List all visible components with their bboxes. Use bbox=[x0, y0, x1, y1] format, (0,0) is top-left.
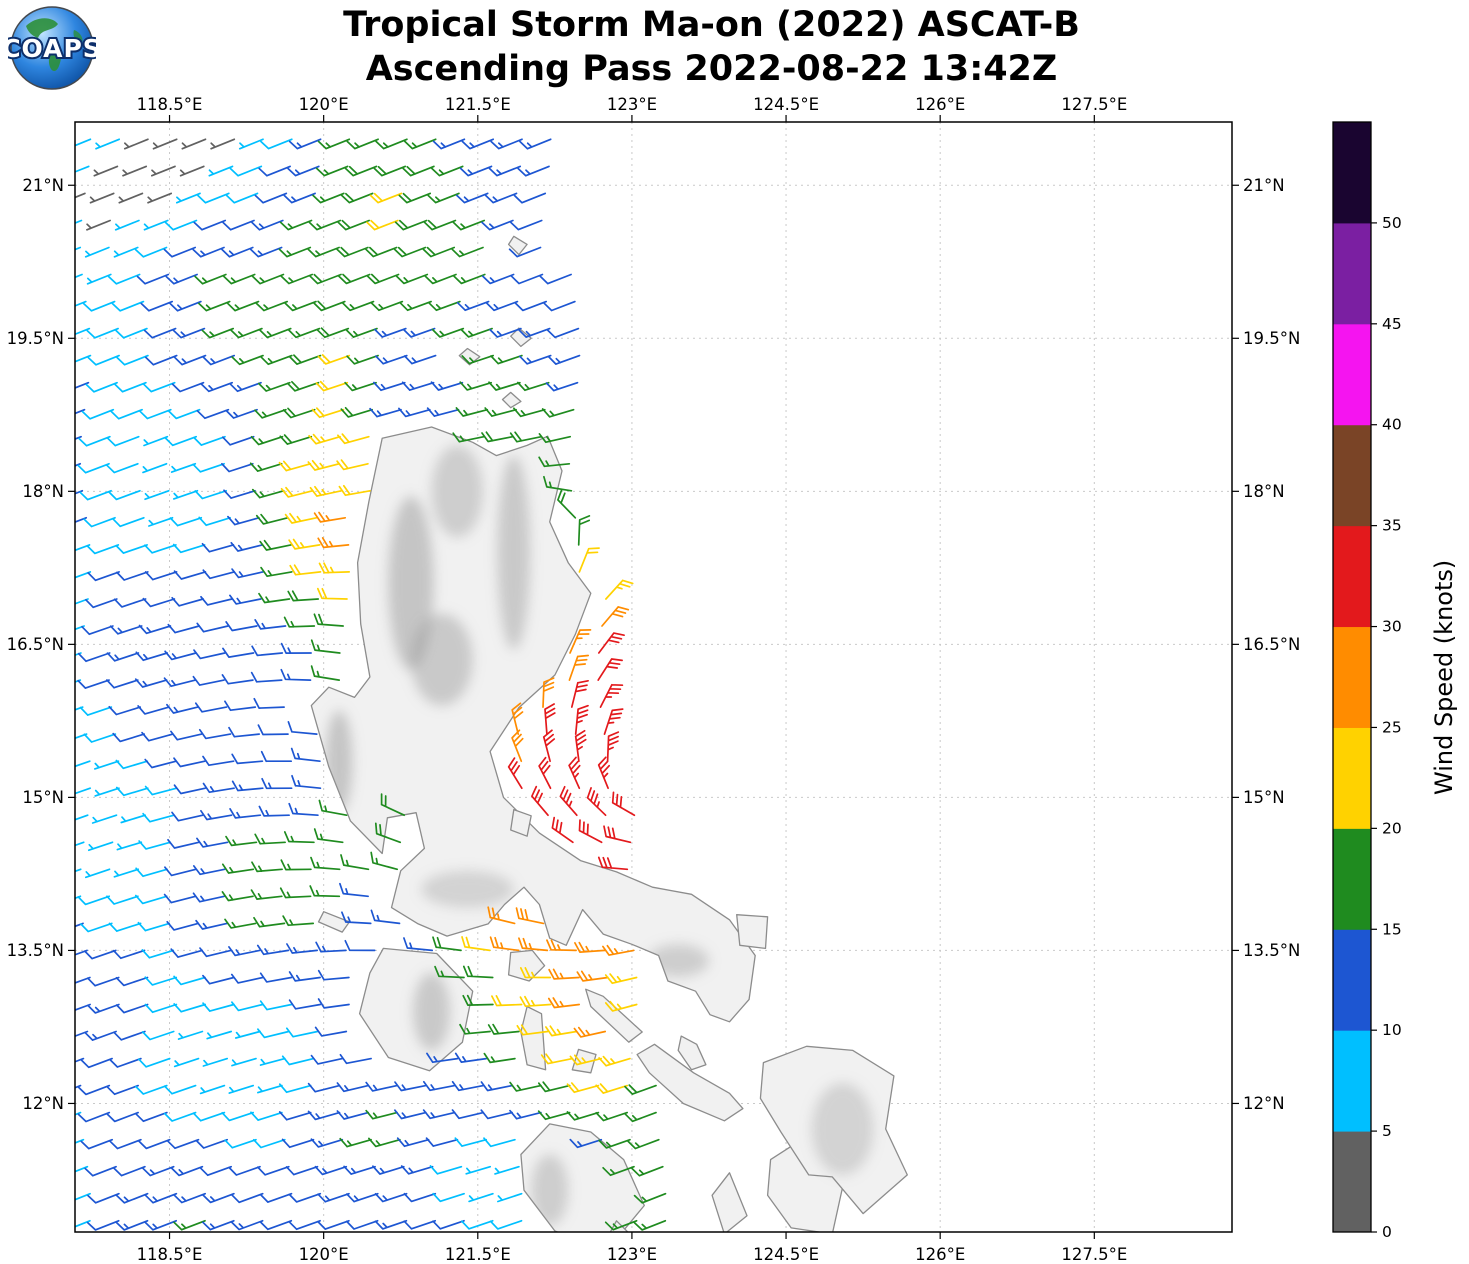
y-tick-label-left: 21°N bbox=[22, 176, 64, 195]
colorbar-tick-label: 10 bbox=[1382, 1021, 1402, 1039]
island-marinduque bbox=[507, 949, 546, 982]
x-tick-label-bottom: 121.5°E bbox=[445, 1245, 511, 1264]
x-tick-label-bottom: 124.5°E bbox=[753, 1245, 819, 1264]
island-babuyan bbox=[510, 327, 532, 348]
y-tick-label-left: 16.5°N bbox=[7, 635, 64, 654]
colorbar: 0 5 10 15 20 25 30 35 40 45 50 bbox=[1332, 121, 1402, 1241]
colorbar-tick-label: 5 bbox=[1382, 1122, 1392, 1140]
colorbar-band bbox=[1333, 1131, 1371, 1233]
y-tick-label-right: 18°N bbox=[1243, 482, 1285, 501]
y-tick-label-left: 12°N bbox=[22, 1094, 64, 1113]
x-tick-label-top: 120°E bbox=[299, 95, 349, 114]
y-tick-label-right: 13.5°N bbox=[1243, 941, 1300, 960]
y-tick-label-left: 18°N bbox=[22, 482, 64, 501]
colorbar-band bbox=[1333, 727, 1371, 829]
coaps-logo: COAPS bbox=[0, 4, 103, 92]
y-tick-label-left: 15°N bbox=[22, 788, 64, 807]
colorbar-band bbox=[1333, 626, 1371, 728]
colorbar-tick-label: 20 bbox=[1382, 819, 1402, 837]
island-catanduanes bbox=[736, 914, 769, 950]
colorbar-tick-label: 40 bbox=[1382, 416, 1402, 434]
colorbar-tick-label: 15 bbox=[1382, 920, 1402, 938]
island-calayan bbox=[458, 347, 481, 366]
island-masbate bbox=[636, 1043, 744, 1122]
colorbar-band bbox=[1333, 424, 1371, 527]
x-tick-label-top: 126°E bbox=[915, 95, 965, 114]
x-tick-label-top: 118.5°E bbox=[137, 95, 203, 114]
coaps-logo-text: COAPS bbox=[8, 34, 96, 63]
island-burias bbox=[585, 988, 643, 1043]
colorbar-frame bbox=[1332, 121, 1372, 1233]
chart-title: Tropical Storm Ma-on (2022) ASCAT-B bbox=[343, 5, 1080, 45]
colorbar-band bbox=[1333, 1030, 1371, 1132]
y-tick-label-right: 12°N bbox=[1243, 1094, 1285, 1113]
island-tablas bbox=[520, 1005, 547, 1071]
x-tick-label-bottom: 126°E bbox=[915, 1245, 965, 1264]
colorbar-band bbox=[1333, 929, 1371, 1031]
figure-header: Tropical Storm Ma-on (2022) ASCAT-B Asce… bbox=[0, 4, 1423, 92]
terrain-shading bbox=[325, 445, 874, 1226]
island-luzon bbox=[310, 426, 756, 1023]
colorbar-band bbox=[1333, 525, 1371, 628]
colorbar-band bbox=[1333, 222, 1371, 325]
colorbar-band bbox=[1333, 828, 1371, 930]
y-tick-label-right: 19.5°N bbox=[1243, 329, 1300, 348]
island-lubang bbox=[317, 911, 351, 933]
colorbar-label: Wind Speed (knots) bbox=[1430, 559, 1458, 795]
x-tick-label-top: 127.5°E bbox=[1061, 95, 1127, 114]
y-tick-label-left: 13.5°N bbox=[7, 941, 64, 960]
colorbar-tick-label: 30 bbox=[1382, 618, 1402, 636]
wind-barb-layer bbox=[75, 138, 667, 1231]
axis-labels: 118.5°E 118.5°E 120°E 120°E 121.5°E 121.5°E 12… bbox=[7, 95, 1301, 1264]
colorbar-tick-label: 0 bbox=[1382, 1223, 1392, 1241]
y-tick-label-right: 16.5°N bbox=[1243, 635, 1300, 654]
colorbar-tick-label: 50 bbox=[1382, 214, 1402, 232]
x-tick-label-bottom: 127.5°E bbox=[1061, 1245, 1127, 1264]
x-tick-label-top: 123°E bbox=[607, 95, 657, 114]
y-tick-label-left: 19.5°N bbox=[7, 329, 64, 348]
x-tick-label-top: 121.5°E bbox=[445, 95, 511, 114]
chart-subtitle: Ascending Pass 2022-08-22 13:42Z bbox=[365, 48, 1058, 89]
y-tick-label-right: 15°N bbox=[1243, 788, 1285, 807]
x-tick-label-bottom: 118.5°E bbox=[137, 1245, 203, 1264]
coaps-globe-icon: COAPS bbox=[0, 6, 103, 90]
colorbar-band bbox=[1333, 122, 1371, 224]
island-polillo bbox=[510, 808, 532, 837]
grid-layer bbox=[75, 122, 1232, 1232]
island-cebu-tip bbox=[711, 1172, 748, 1232]
island-batan bbox=[507, 235, 528, 256]
axes-frame bbox=[68, 115, 1239, 1239]
colorbar-tick-label: 35 bbox=[1382, 517, 1402, 535]
colorbar-tick-label: 45 bbox=[1382, 315, 1402, 333]
x-tick-label-top: 124.5°E bbox=[753, 95, 819, 114]
island-ticao bbox=[677, 1035, 707, 1071]
colorbar-band bbox=[1333, 323, 1371, 426]
y-tick-label-right: 21°N bbox=[1243, 176, 1285, 195]
colorbar-tick-label: 25 bbox=[1382, 718, 1402, 736]
x-tick-label-bottom: 120°E bbox=[299, 1245, 349, 1264]
island-camiguin-n bbox=[501, 391, 522, 409]
x-tick-label-bottom: 123°E bbox=[607, 1245, 657, 1264]
